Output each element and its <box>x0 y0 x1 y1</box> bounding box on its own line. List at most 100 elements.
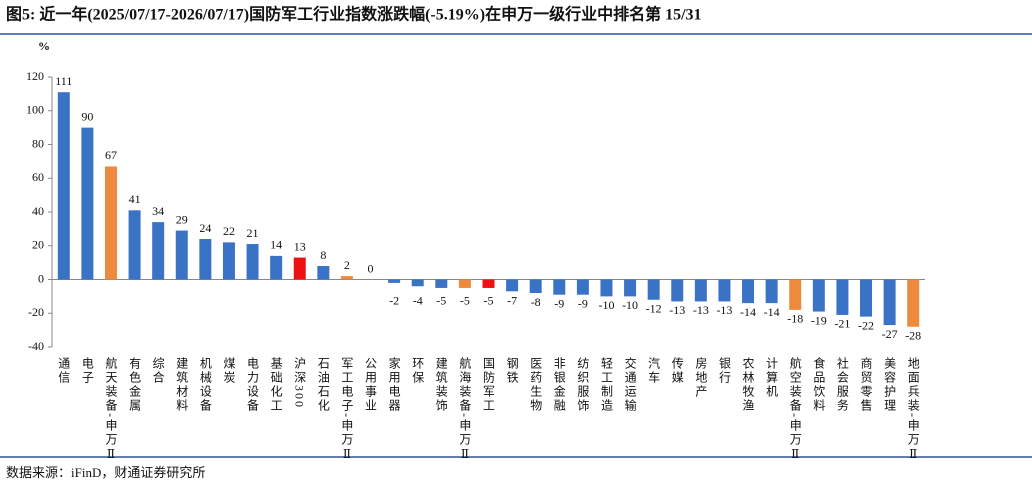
value-label: -9 <box>554 296 564 310</box>
bar <box>576 279 589 295</box>
value-label: -13 <box>716 303 732 317</box>
value-label: -10 <box>622 298 638 312</box>
value-label: -14 <box>764 305 780 319</box>
value-label: 22 <box>223 224 235 238</box>
bar <box>128 210 141 280</box>
bar <box>883 279 896 326</box>
value-label: -21 <box>834 317 850 331</box>
x-tick-label: 传媒 <box>670 356 684 385</box>
bar <box>435 279 448 288</box>
value-label: 34 <box>152 204 164 218</box>
y-tick-label: -20 <box>28 305 44 319</box>
y-tick-label: 120 <box>26 69 44 83</box>
x-tick-label: 煤炭 <box>222 357 236 385</box>
x-tick-label: 农林牧渔 <box>741 357 755 413</box>
x-tick-label: 石油石化 <box>316 357 330 413</box>
value-label: 67 <box>105 148 117 162</box>
y-tick-label: 40 <box>32 204 44 218</box>
value-label: 21 <box>247 226 259 240</box>
x-tick-label: 交通运输 <box>623 356 637 413</box>
bar <box>104 166 117 280</box>
x-tick-label: 电力设备 <box>246 357 260 413</box>
y-tick-label: -40 <box>28 339 44 353</box>
value-label: -14 <box>740 305 756 319</box>
y-tick-label: 60 <box>32 170 44 184</box>
bar <box>222 242 235 280</box>
x-tick-label: 环保 <box>411 357 425 385</box>
value-label: -18 <box>787 312 803 326</box>
bar <box>529 279 542 293</box>
value-label: -2 <box>389 293 399 307</box>
value-label: -10 <box>598 298 614 312</box>
bar <box>647 279 660 300</box>
value-label: -19 <box>811 313 827 327</box>
y-tick-label: 80 <box>32 136 44 150</box>
value-label: 90 <box>81 109 93 123</box>
x-tick-label: 基础化工 <box>269 357 283 413</box>
x-tick-label: 纺织服饰 <box>576 357 590 413</box>
bar <box>506 279 519 292</box>
y-tick-label: 100 <box>26 103 44 117</box>
x-tick-label: 航空装备-申万Ⅱ <box>788 356 802 463</box>
x-tick-label: 计算机 <box>765 357 779 399</box>
x-tick-label: 家用电器 <box>387 356 401 413</box>
x-tick-label: 房地产 <box>694 356 708 399</box>
value-label: -13 <box>669 303 685 317</box>
value-label: 24 <box>199 221 211 235</box>
bar <box>765 279 778 304</box>
x-tick-label: 国防军工 <box>482 357 496 413</box>
bar <box>458 279 471 288</box>
value-label: -13 <box>693 303 709 317</box>
bar <box>175 230 188 280</box>
bar <box>553 279 566 295</box>
x-tick-label: 航天装备-申万Ⅱ <box>104 356 118 463</box>
bar <box>907 279 920 327</box>
x-tick-label: 地面兵装-申万Ⅱ <box>906 357 920 463</box>
value-label: 29 <box>176 212 188 226</box>
bar <box>836 279 849 315</box>
x-tick-label: 建筑装饰 <box>434 357 448 413</box>
value-label: 2 <box>344 258 350 272</box>
x-tick-label: 食品饮料 <box>812 356 826 413</box>
x-tick-label: 社会服务 <box>835 356 849 413</box>
x-tick-label: 医药生物 <box>529 357 543 413</box>
x-tick-label: 钢铁 <box>505 357 519 385</box>
value-label: -5 <box>460 293 470 307</box>
value-label: 8 <box>320 248 326 262</box>
bar <box>812 279 825 312</box>
value-label: -27 <box>882 327 898 341</box>
bar <box>600 279 613 297</box>
bar <box>694 279 707 302</box>
bar <box>742 279 755 304</box>
bar <box>340 276 353 280</box>
bar <box>718 279 731 302</box>
bar <box>482 279 495 288</box>
x-tick-label: 综合 <box>151 357 165 385</box>
x-tick-label: 航海装备-申万Ⅱ <box>458 356 472 463</box>
bar <box>293 257 306 280</box>
source: 数据来源：iFinD，财通证券研究所 <box>6 465 205 480</box>
y-tick-label: 20 <box>32 238 44 252</box>
bar <box>199 239 212 280</box>
bar <box>388 279 401 283</box>
value-label: 111 <box>55 74 72 88</box>
value-label: -7 <box>507 293 517 307</box>
bar <box>317 266 330 280</box>
bar <box>57 92 70 280</box>
bar <box>270 255 283 280</box>
bar <box>152 222 165 280</box>
value-label: -28 <box>905 329 921 343</box>
value-label: -22 <box>858 318 874 332</box>
value-label: -5 <box>436 293 446 307</box>
value-label: 0 <box>368 261 374 275</box>
value-label: -12 <box>646 302 662 316</box>
x-tick-label: 电子 <box>80 357 94 385</box>
x-tick-label: 汽车 <box>647 356 661 385</box>
chart-title: 图5: 近一年(2025/07/17-2026/07/17)国防军工行业指数涨跌… <box>6 5 702 24</box>
bar <box>671 279 684 302</box>
x-tick-label: 军工电子-申万Ⅱ <box>340 357 354 463</box>
bar <box>81 127 94 280</box>
x-tick-label: 美容护理 <box>883 357 897 413</box>
x-tick-label: 有色金属 <box>128 357 142 413</box>
